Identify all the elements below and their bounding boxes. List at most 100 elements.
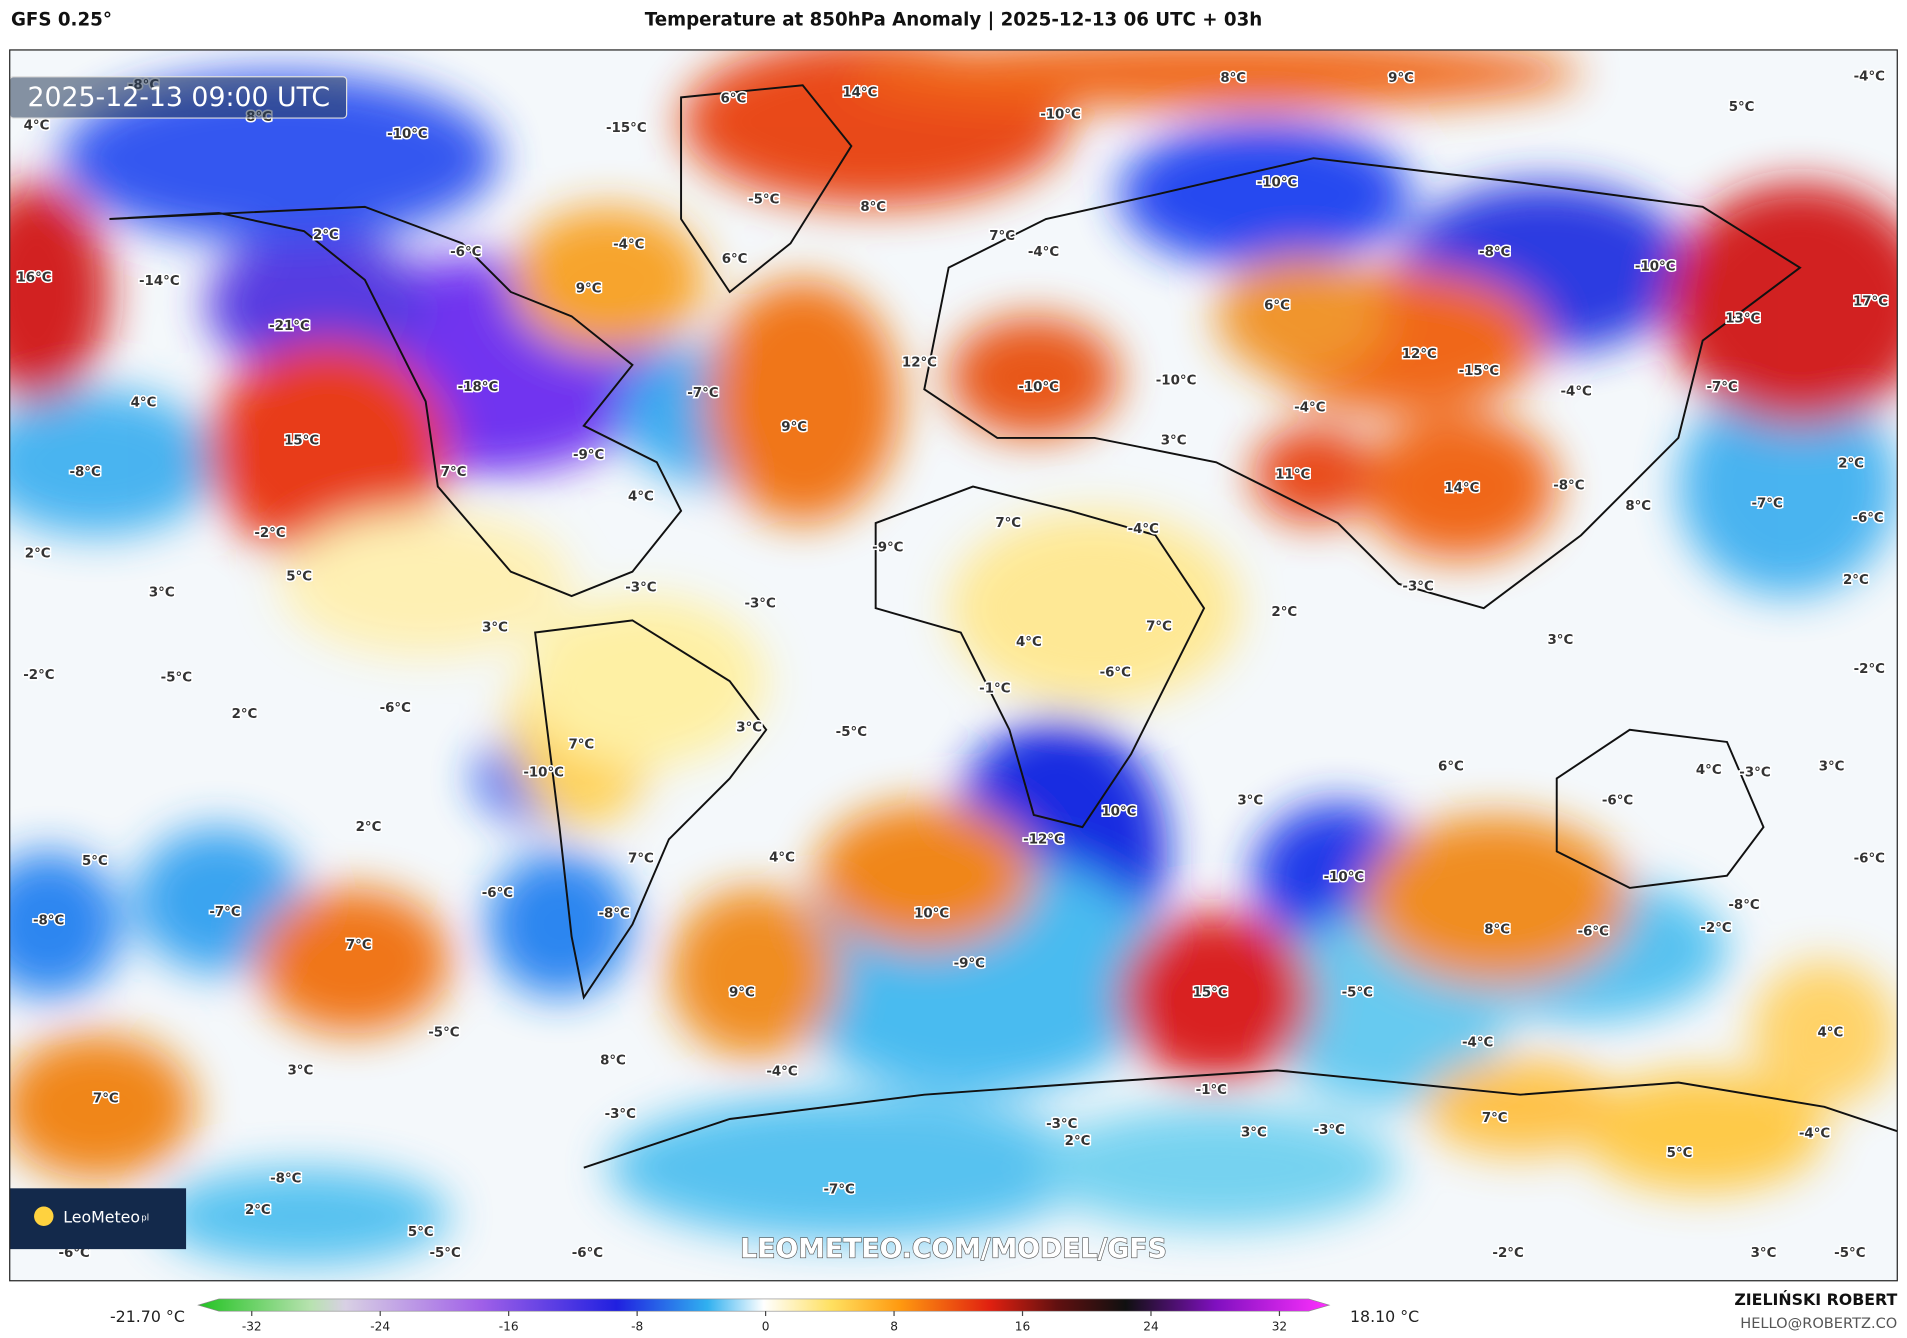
temperature-label: 7°C — [989, 229, 1015, 244]
temperature-label: -14°C — [139, 274, 180, 289]
temperature-label: -5°C — [748, 193, 779, 208]
temperature-label: -10°C — [1018, 380, 1059, 395]
temperature-label: 2°C — [232, 707, 258, 722]
temperature-label: -9°C — [573, 448, 604, 463]
temperature-label: -2°C — [1492, 1246, 1523, 1261]
logo-name: LeoMeteo — [63, 1207, 140, 1226]
map-area: 4°C -8°C 8°C -10°C -15°C 6°C 14°C -10°C 8°C 9°C 5°… — [9, 49, 1898, 1281]
temperature-label: -2°C — [254, 526, 285, 541]
temperature-label: -10°C — [1635, 259, 1676, 274]
anomaly-field — [9, 49, 1898, 1265]
colorbar-ticks: -32 -24 -16 -8 0 8 16 24 32 — [242, 1311, 1287, 1334]
temperature-label: 8°C — [1484, 922, 1510, 937]
temperature-label: -4°C — [1799, 1127, 1830, 1142]
temperature-label: 4°C — [1817, 1026, 1843, 1041]
timestamp: 2025-12-13 09:00 UTC — [27, 82, 330, 113]
temperature-label: 7°C — [1482, 1111, 1508, 1126]
temperature-label: 4°C — [628, 489, 654, 504]
temperature-label: 12°C — [1402, 347, 1437, 362]
min-value: -21.70 °C — [110, 1307, 185, 1326]
temperature-label: -4°C — [1854, 70, 1885, 85]
colorbar-tick-label: -8 — [631, 1320, 643, 1334]
temperature-label: 9°C — [1388, 71, 1414, 86]
temperature-label: -4°C — [766, 1065, 797, 1080]
colorbar — [197, 1298, 1331, 1312]
temperature-label: -8°C — [1553, 478, 1584, 493]
temperature-label: -6°C — [482, 886, 513, 901]
anomaly-blob — [851, 49, 1581, 110]
temperature-label: 5°C — [408, 1225, 434, 1240]
temperature-label: 7°C — [995, 516, 1021, 531]
temperature-label: 3°C — [288, 1063, 314, 1078]
temperature-label: -5°C — [428, 1026, 459, 1041]
email: HELLO@ROBERTZ.CO — [1740, 1315, 1897, 1332]
coastlines — [109, 84, 1898, 1169]
temperature-label: 4°C — [131, 396, 157, 411]
anomaly-blob — [814, 802, 1034, 949]
temperature-label: -8°C — [599, 906, 630, 921]
colorbar-tick-label: 16 — [1015, 1320, 1030, 1334]
temperature-label: -9°C — [872, 540, 903, 555]
anomaly-blob — [1362, 814, 1630, 986]
temperature-label: 2°C — [1838, 456, 1864, 471]
temperature-label: -7°C — [824, 1183, 855, 1198]
temperature-label: 6°C — [1438, 759, 1464, 774]
temperature-label: -7°C — [1706, 380, 1737, 395]
temperature-label: 7°C — [1146, 619, 1172, 634]
temperature-label: -4°C — [1561, 385, 1592, 400]
anomaly-blob — [668, 887, 840, 1059]
anomaly-blob — [1751, 960, 1898, 1107]
temperature-label: -8°C — [270, 1172, 301, 1187]
temperature-label: -21°C — [269, 319, 310, 334]
temperature-label: 9°C — [576, 281, 602, 296]
anomaly-blob — [9, 1033, 195, 1180]
temperature-label: 7°C — [93, 1091, 119, 1106]
temperature-label: 2°C — [25, 546, 51, 561]
watermark: LEOMETEO.COM/MODEL/GFS — [740, 1234, 1167, 1265]
temperature-label: 4°C — [1016, 635, 1042, 650]
temperature-label: 6°C — [722, 252, 748, 267]
temperature-label: -5°C — [836, 725, 867, 740]
temperature-label: -3°C — [1314, 1123, 1345, 1138]
max-value: 18.10 °C — [1350, 1307, 1419, 1326]
anomaly-blob — [1666, 182, 1898, 426]
author: ZIELIŃSKI ROBERT — [1734, 1290, 1897, 1309]
temperature-label: 11°C — [1275, 467, 1310, 482]
anomaly-blob — [279, 510, 572, 657]
temperature-label: 3°C — [1751, 1246, 1777, 1261]
temperature-label: -6°C — [380, 701, 411, 716]
temperature-label: -5°C — [429, 1246, 460, 1261]
anomaly-blob — [608, 1094, 1095, 1241]
anomaly-blob — [1422, 1058, 1618, 1156]
temperature-label: 14°C — [842, 86, 877, 101]
temperature-label: 2°C — [245, 1203, 271, 1218]
temperature-label: -8°C — [33, 914, 64, 929]
temperature-label: -15°C — [1459, 364, 1500, 379]
temperature-label: 4°C — [24, 118, 50, 133]
colorbar-tick-label: 0 — [762, 1320, 770, 1334]
temperature-label: 2°C — [1065, 1134, 1091, 1149]
temperature-label: 8°C — [1625, 499, 1651, 514]
temperature-label: -2°C — [23, 668, 54, 683]
model-name: GFS 0.25° — [11, 10, 112, 31]
map-frame — [9, 49, 1898, 1282]
temperature-label: -4°C — [1028, 245, 1059, 260]
logo-sun — [34, 1206, 54, 1227]
temperature-label: -6°C — [450, 245, 481, 260]
value-labels: 4°C -8°C 8°C -10°C -15°C 6°C 14°C -10°C 8°C 9°C 5°… — [15, 68, 1890, 1262]
anomaly-blob — [948, 510, 1241, 706]
temperature-label: 4°C — [1696, 763, 1722, 778]
colorbar-tick-label: -24 — [370, 1320, 390, 1334]
colorbar-tick-label: -32 — [242, 1320, 262, 1334]
temperature-label: -3°C — [1402, 579, 1433, 594]
temperature-label: 16°C — [17, 270, 52, 285]
temperature-label: 5°C — [1729, 100, 1755, 115]
temperature-label: -10°C — [523, 765, 564, 780]
temperature-label: -6°C — [1854, 852, 1885, 867]
temperature-label: 15°C — [284, 433, 319, 448]
temperature-label: 13°C — [1725, 312, 1760, 327]
temperature-label: 4°C — [769, 851, 795, 866]
temperature-label: 15°C — [1193, 986, 1228, 1001]
temperature-label: 12°C — [902, 356, 937, 371]
